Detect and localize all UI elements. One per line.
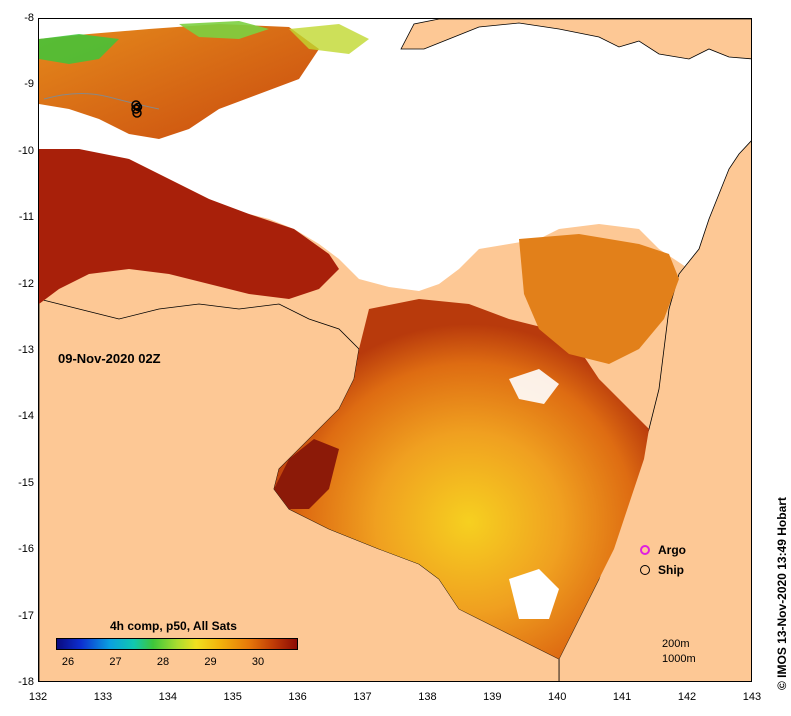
- sst-map-canvas: [39, 19, 751, 681]
- colorbar-title: 4h comp, p50, All Sats: [110, 619, 237, 633]
- copyright-text: © IMOS 13-Nov-2020 13:49 Hobart: [775, 497, 789, 690]
- sst-cool-patch: [39, 34, 119, 64]
- sst-arafura-band: [39, 149, 339, 304]
- sst-hot-patch: [274, 439, 339, 509]
- depth-1000m-label: 1000m: [662, 653, 696, 665]
- x-tick-label: 134: [158, 691, 177, 703]
- x-tick-label: 137: [353, 691, 372, 703]
- y-tick-label: -9: [24, 78, 34, 91]
- sst-cool-patch: [289, 24, 369, 54]
- sst-eastern-gulf: [519, 234, 679, 364]
- x-tick-label: 143: [742, 691, 762, 703]
- marker-legend: Argo Ship: [640, 540, 686, 580]
- ship-track: [131, 100, 143, 118]
- x-tick-label: 133: [93, 691, 113, 703]
- legend-argo-label: Argo: [658, 543, 686, 557]
- x-tick-label: 136: [288, 691, 307, 703]
- depth-legend: 200m 1000m: [662, 637, 696, 667]
- y-tick-label: -10: [18, 144, 34, 157]
- ship-marker: [133, 102, 143, 112]
- map-date-label: 09-Nov-2020 02Z: [58, 351, 161, 366]
- legend-ship: Ship: [640, 560, 686, 580]
- x-tick-label: 140: [548, 691, 567, 703]
- y-tick-label: -11: [18, 211, 34, 224]
- cloud-gap: [509, 369, 559, 404]
- cloud-gap: [509, 569, 559, 619]
- ship-marker: [131, 104, 141, 114]
- y-tick-label: -15: [18, 476, 34, 489]
- legend-ship-label: Ship: [658, 563, 684, 577]
- sst-cool-patch: [179, 21, 269, 39]
- bathymetry-contour: [43, 92, 160, 110]
- sst-north-band: [39, 24, 319, 139]
- colorbar-tick-label: 30: [251, 656, 265, 668]
- colorbar-tick-label: 28: [156, 656, 170, 668]
- colorbar-tick-label: 27: [109, 656, 122, 668]
- y-tick-label: -16: [18, 543, 34, 556]
- ship-marker: [132, 108, 142, 118]
- y-tick-label: -18: [18, 676, 34, 688]
- y-tick-label: -14: [18, 410, 34, 423]
- colorbar: [56, 638, 298, 650]
- legend-argo: Argo: [640, 540, 686, 560]
- sst-map: [38, 18, 752, 682]
- colorbar-tick-label: 29: [204, 656, 217, 668]
- colorbar-tick-label: 26: [61, 656, 75, 668]
- y-tick-label: -8: [24, 12, 34, 24]
- y-tick-label: -13: [18, 344, 34, 356]
- ship-icon: [640, 565, 650, 575]
- new-guinea-coast: [400, 19, 751, 60]
- argo-icon: [640, 545, 650, 555]
- y-tick-label: -17: [18, 609, 34, 622]
- y-tick-label: -12: [18, 277, 34, 290]
- x-tick-label: 138: [418, 691, 437, 703]
- x-tick-label: 135: [223, 691, 242, 703]
- x-tick-label: 142: [677, 691, 697, 703]
- depth-200m-label: 200m: [662, 638, 690, 650]
- x-tick-label: 139: [483, 691, 502, 703]
- x-tick-label: 132: [28, 691, 48, 703]
- x-tick-label: 141: [612, 691, 632, 703]
